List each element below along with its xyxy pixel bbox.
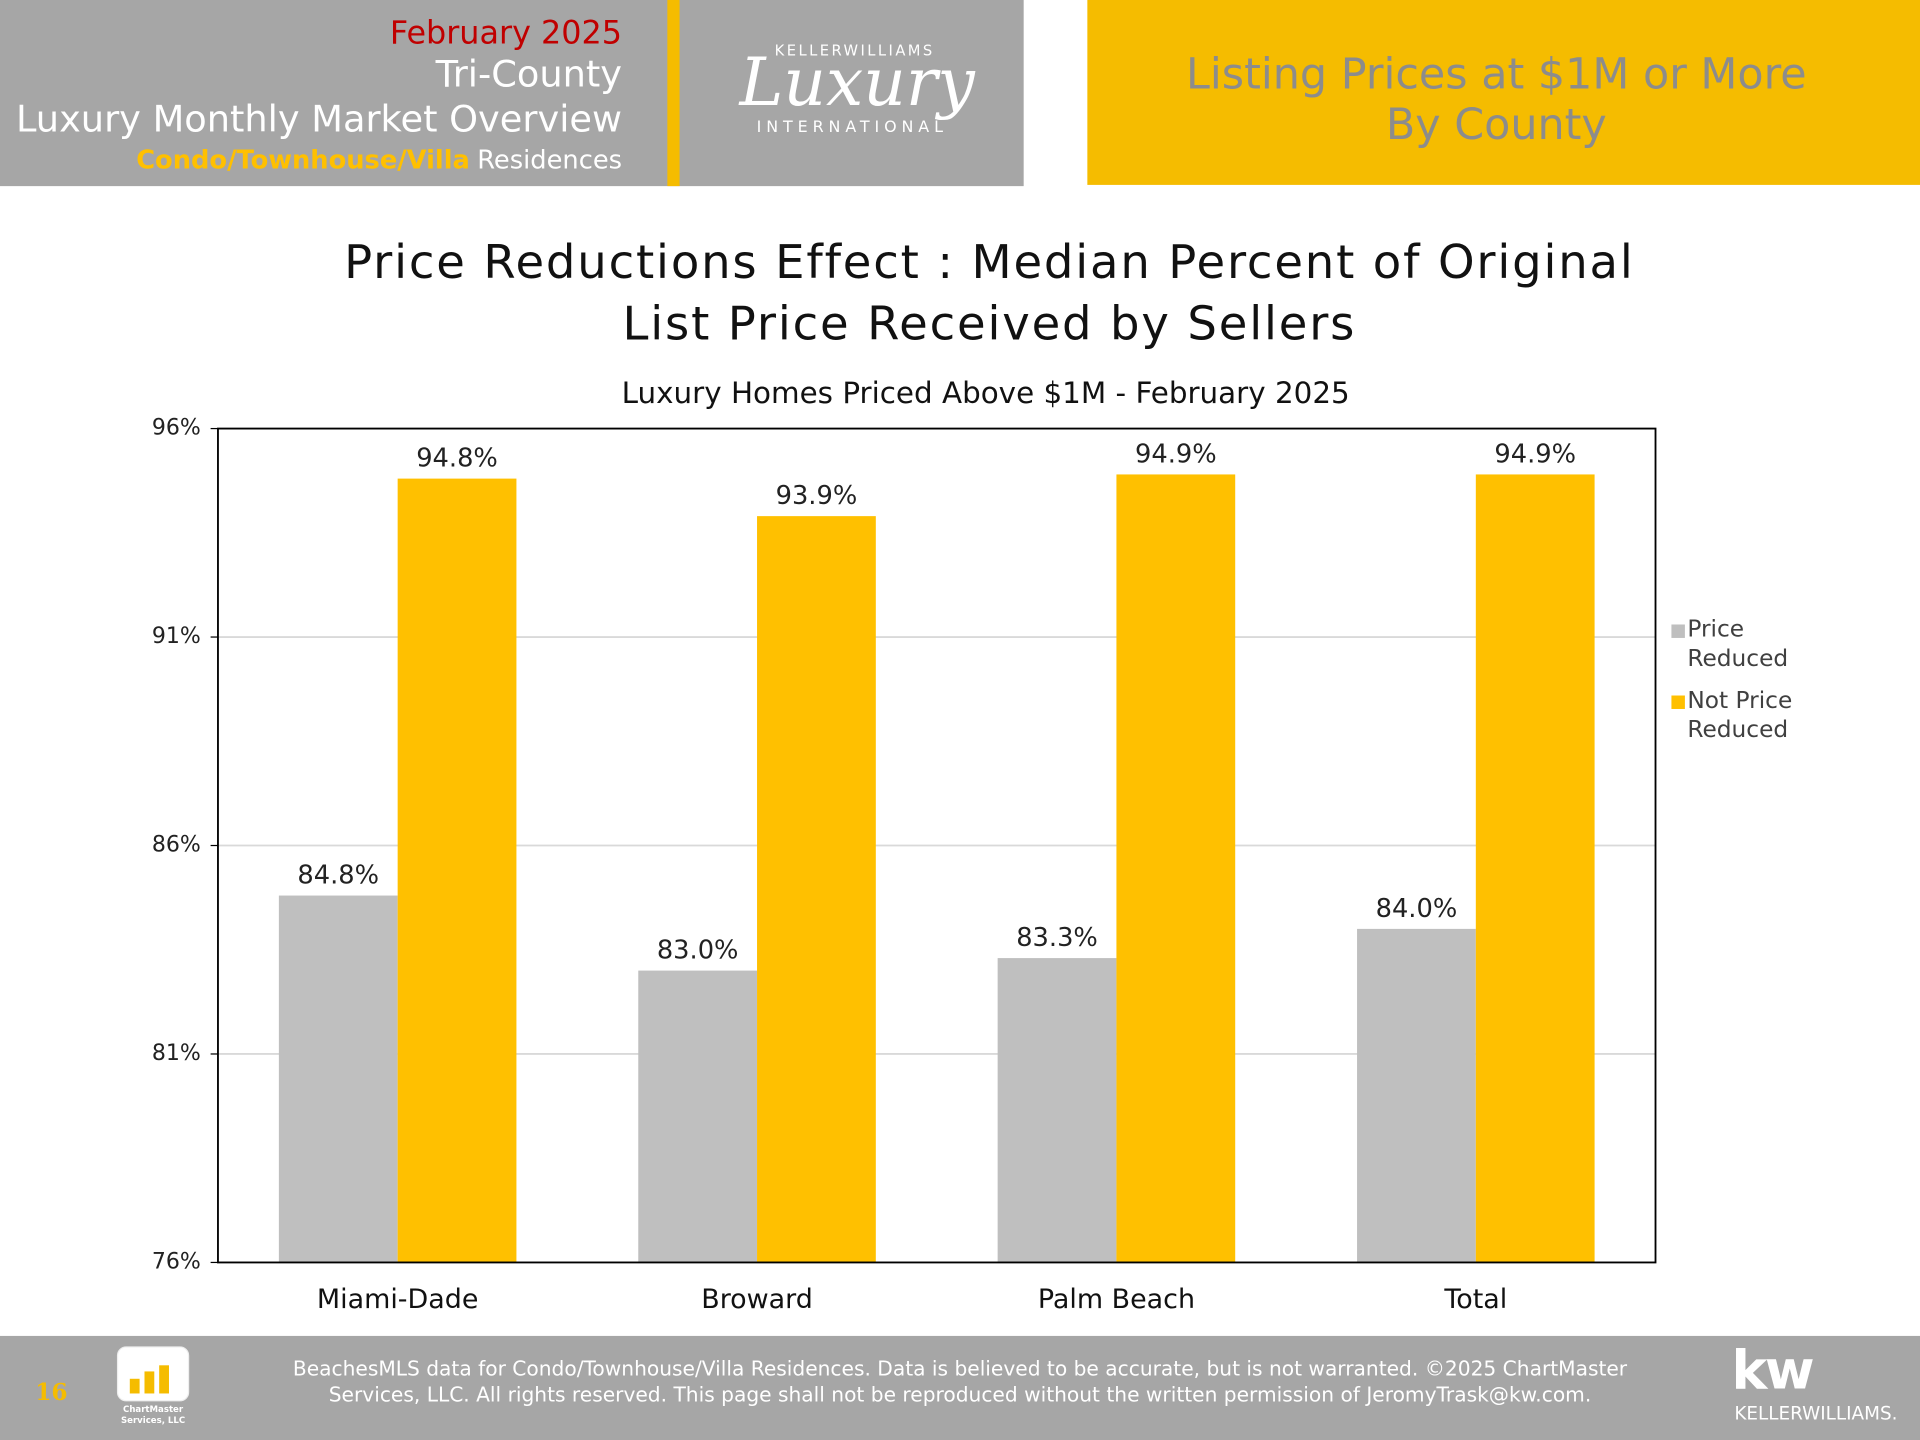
footer-panel [0, 1335, 1920, 1440]
footer-logo-icon [144, 1371, 155, 1394]
legend-label: Price Reduced [1687, 615, 1789, 673]
bar [1116, 474, 1236, 1263]
footer-logo-label: ChartMaster Services, LLC [120, 1404, 186, 1426]
legend-label: Not Price Reduced [1687, 686, 1793, 744]
data-label: 94.9% [1135, 439, 1217, 469]
y-tick-label: 76% [152, 1249, 201, 1274]
brand-mark: kw [1731, 1339, 1812, 1402]
y-tick-label: 96% [152, 416, 201, 441]
report-date: February 2025 [390, 13, 622, 51]
chart-title: Price Reductions Effect : Median Percent… [344, 235, 1635, 289]
legend-entry: Not Price Reduced [1687, 686, 1793, 744]
page-number: 16 [35, 1379, 67, 1406]
header-stripe [667, 0, 680, 187]
x-tick-label: Broward [701, 1284, 813, 1315]
footer-logo-icon [159, 1365, 169, 1394]
bar [278, 895, 398, 1263]
bar [757, 516, 876, 1263]
data-label: 94.8% [416, 444, 498, 474]
logo-main: Luxury [738, 44, 976, 121]
plot-border [217, 427, 1657, 1264]
brand-name: KELLERWILLIAMS. [1734, 1403, 1897, 1424]
chart-subtitle: Luxury Homes Priced Above $1M - February… [622, 376, 1350, 410]
data-label: 83.0% [657, 936, 739, 966]
bar [638, 970, 758, 1263]
plot: 76% 81% 86% 91% 96% Miami-Dade 84.8% 94.8% Browa… [152, 416, 1793, 1315]
y-tick-label: 81% [152, 1041, 201, 1066]
segment-suffix: Residences [477, 145, 622, 175]
logo-bottom: INTERNATIONAL [757, 117, 948, 136]
data-label: 94.9% [1494, 439, 1576, 469]
report-region: Tri-County [435, 52, 622, 95]
legend-entry: Price Reduced [1687, 615, 1789, 673]
bar [397, 478, 517, 1263]
bar [997, 958, 1117, 1263]
header-panel [0, 0, 1024, 187]
chart-title: List Price Received by Sellers [623, 296, 1357, 350]
data-label: 93.9% [776, 481, 858, 511]
bar [1475, 474, 1595, 1263]
data-label: 83.3% [1016, 923, 1098, 953]
footer-notice: BeachesMLS data for Condo/Townhouse/Vill… [293, 1357, 1628, 1381]
footer-logo-text: ChartMaster Services, LLC [120, 1404, 186, 1426]
segment: Condo/Townhouse/Villa [136, 145, 470, 175]
bar [1357, 928, 1476, 1263]
legend-swatch [1671, 624, 1685, 638]
report-name: Luxury Monthly Market Overview [16, 98, 622, 141]
legend-swatch [1671, 695, 1685, 709]
y-tick-label: 86% [152, 833, 201, 858]
data-label: 84.0% [1376, 894, 1458, 924]
footer-notice: Services, LLC. All rights reserved. This… [329, 1382, 1592, 1406]
x-tick-label: Palm Beach [1038, 1284, 1195, 1315]
footer-logo-icon [129, 1378, 140, 1394]
banner-line: By County [1386, 100, 1607, 150]
x-tick-label: Total [1443, 1284, 1507, 1315]
x-tick-label: Miami-Dade [317, 1284, 479, 1315]
data-label: 84.8% [297, 860, 379, 890]
banner-line: Listing Prices at $1M or More [1186, 50, 1807, 100]
report-segment: Condo/Townhouse/Villa Residences [136, 145, 622, 175]
y-tick-label: 91% [152, 624, 201, 649]
logo-top: KELLERWILLIAMS [775, 42, 935, 59]
banner-panel [1087, 0, 1920, 185]
